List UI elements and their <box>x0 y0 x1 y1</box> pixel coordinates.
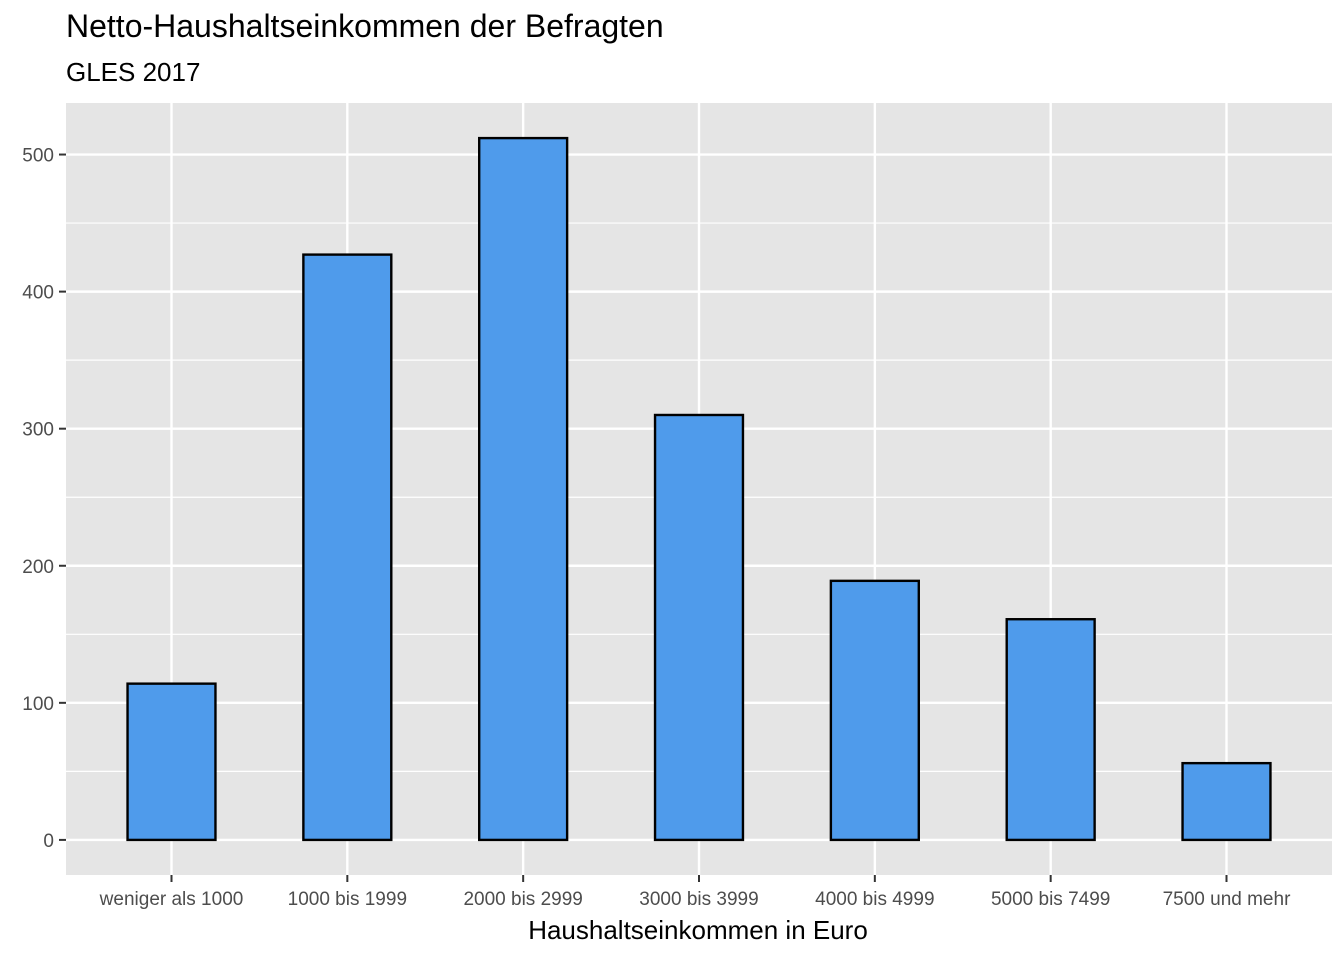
bar-1 <box>126 682 217 842</box>
y-tick-label: 300 <box>22 420 54 441</box>
bar-2 <box>302 253 393 842</box>
y-tick-label: 100 <box>22 694 54 715</box>
x-tick-label: 1000 bis 1999 <box>288 889 407 910</box>
y-tick-label: 400 <box>22 283 54 304</box>
x-tick-label: 3000 bis 3999 <box>639 889 758 910</box>
x-axis: weniger als 1000 1000 bis 1999 2000 bis 29… <box>99 875 1291 910</box>
y-tick-label: 0 <box>43 831 54 852</box>
x-tick-label: 7500 und mehr <box>1163 889 1291 910</box>
x-tick-label: 4000 bis 4999 <box>815 889 934 910</box>
x-axis-title: Haushaltseinkommen in Euro <box>528 915 868 945</box>
x-tick-label: 2000 bis 2999 <box>463 889 582 910</box>
bar-6 <box>1005 618 1096 842</box>
x-tick-label: 5000 bis 7499 <box>991 889 1110 910</box>
bar-7 <box>1181 761 1272 842</box>
y-tick-label: 500 <box>22 146 54 167</box>
bar-4 <box>653 413 745 842</box>
y-axis: 0 100 200 300 400 500 <box>22 146 66 852</box>
chart-subtitle: GLES 2017 <box>66 57 201 87</box>
bar-3 <box>478 136 569 842</box>
bars <box>126 136 1272 842</box>
bar-5 <box>829 579 920 842</box>
chart-title: Netto-Haushaltseinkommen der Befragten <box>66 8 664 44</box>
y-tick-label: 200 <box>22 557 54 578</box>
x-tick-label: weniger als 1000 <box>99 889 244 910</box>
